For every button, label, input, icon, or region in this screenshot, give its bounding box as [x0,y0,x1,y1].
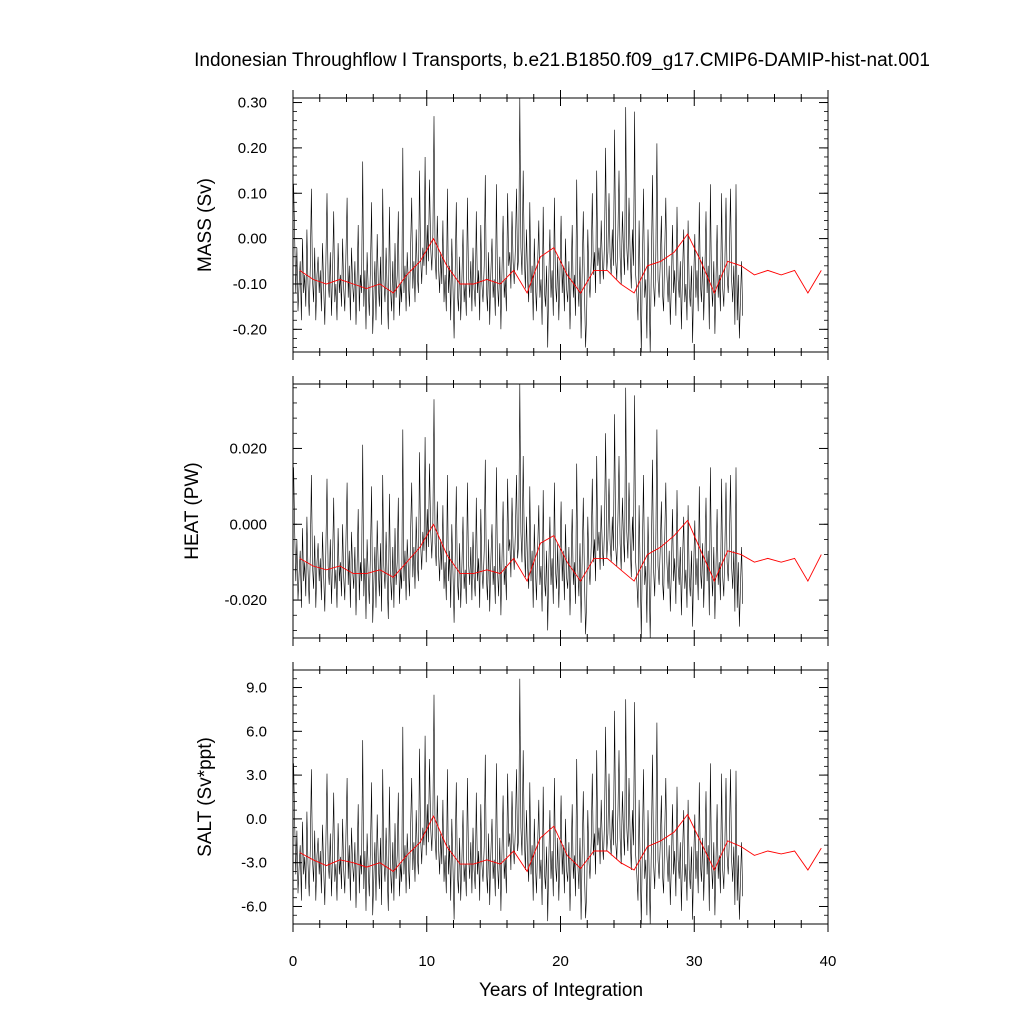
chart-title: Indonesian Throughflow I Transports, b.e… [194,50,930,71]
panel-2: 9.0 6.0 3.0 0.0 -3.0 -6.0 SALT (Sv*ppt) [195,662,829,932]
y-tick-label: -0.20 [233,321,267,338]
y-tick-label: -0.10 [233,276,267,293]
y-tick-label: 0.20 [238,140,267,157]
x-tick-label: 10 [418,953,435,970]
x-axis-label: Years of Integration [479,980,643,1001]
y-tick-label: 3.0 [246,767,267,784]
y-tick-label: 0.020 [229,440,267,457]
panel-frame [292,669,829,925]
x-tick-label: 30 [686,953,703,970]
y-tick-label: -6.0 [241,898,267,915]
y-tick-label: 0.00 [238,231,267,248]
y-tick-label: 0.10 [238,185,267,202]
annual-mean-line [299,519,822,583]
y-tick-label: 0.30 [238,95,267,112]
x-tick-label: 40 [820,953,837,970]
y-axis-label: MASS (Sv) [195,178,216,272]
panel-1: 0.020 0.000 -0.020 HEAT (PW) [182,376,829,646]
y-tick-label: -3.0 [241,855,267,872]
y-tick-label: 0.000 [229,516,267,533]
y-tick-label: 6.0 [246,723,267,740]
monthly-series-line [293,98,743,352]
y-axis-label: HEAT (PW) [182,462,203,559]
y-tick-label: 0.0 [246,811,267,828]
y-tick-label: 9.0 [246,680,267,697]
y-axis-label: SALT (Sv*ppt) [195,737,216,857]
monthly-series-line [293,384,743,638]
monthly-series-line [293,678,743,924]
annual-mean-line [299,233,822,295]
panel-0: 0.30 0.20 0.10 0.00 -0.10 -0.20 MASS (Sv) [195,90,829,360]
annual-mean-line [299,813,822,873]
y-tick-label: -0.020 [224,592,267,609]
x-tick-label: 20 [552,953,569,970]
x-tick-label: 0 [289,953,297,970]
